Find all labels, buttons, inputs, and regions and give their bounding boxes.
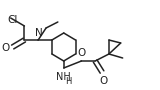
Text: O: O [77, 48, 86, 58]
Text: NH: NH [56, 72, 71, 82]
Text: Cl: Cl [8, 15, 18, 25]
Text: H: H [65, 77, 72, 86]
Text: O: O [99, 76, 107, 86]
Text: N: N [35, 28, 43, 38]
Text: O: O [1, 43, 10, 53]
